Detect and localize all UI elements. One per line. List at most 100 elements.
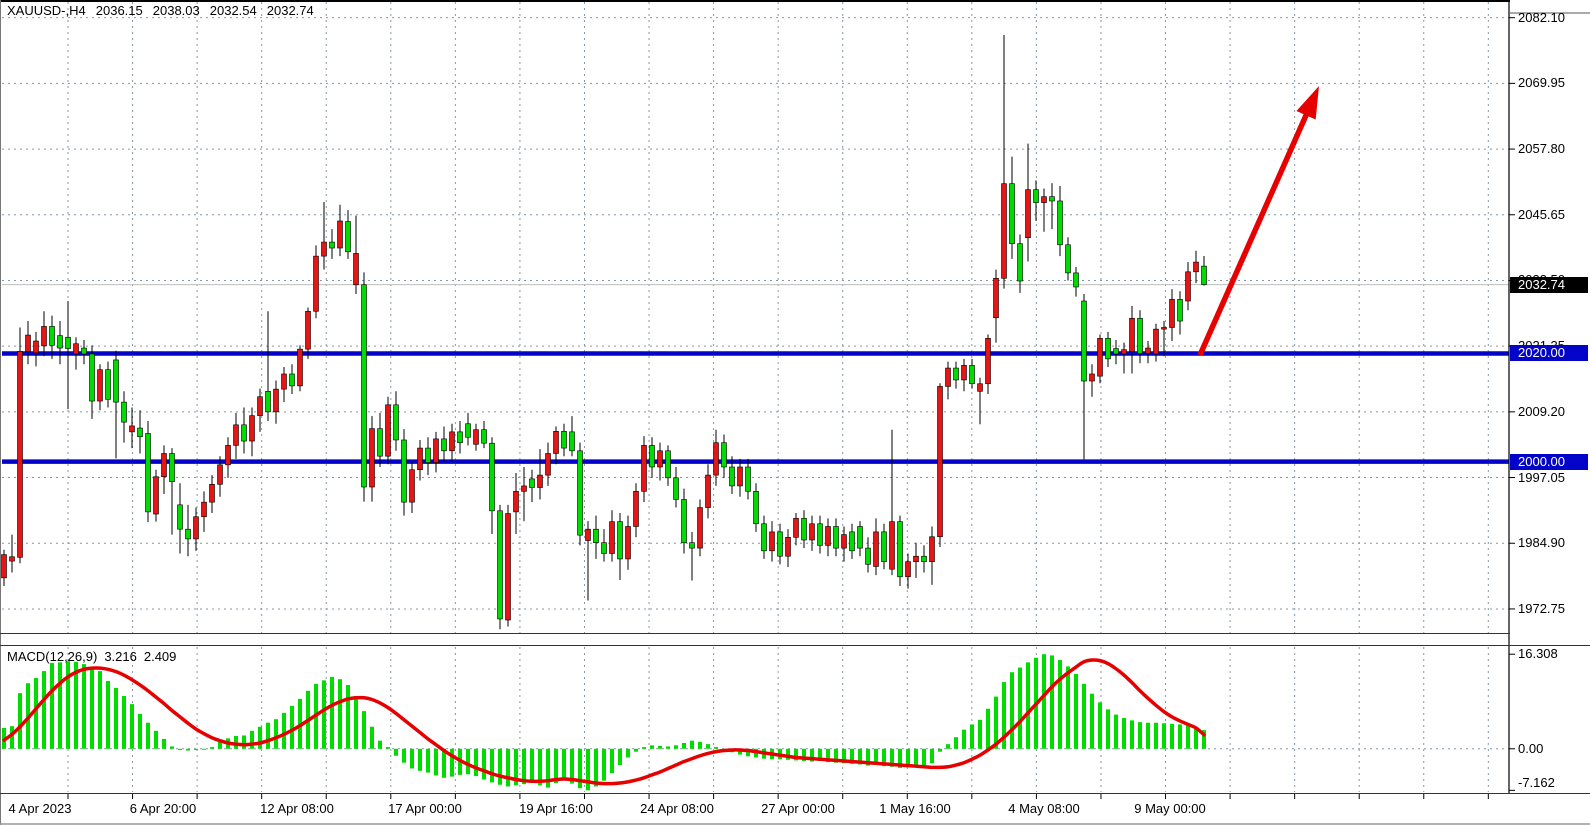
macd-bar	[994, 696, 998, 749]
macd-histogram	[2, 654, 1206, 791]
macd-bar	[970, 724, 974, 749]
candle-body	[161, 453, 167, 478]
candle-body	[457, 431, 463, 443]
candle-body	[993, 277, 999, 319]
macd-bar	[186, 748, 190, 751]
candle-body	[1009, 183, 1015, 244]
macd-bar	[194, 748, 198, 750]
candle-body	[833, 526, 839, 549]
time-axis-label: 9 May 00:00	[1134, 801, 1206, 816]
macd-bar	[866, 748, 870, 766]
macd-bar	[666, 746, 670, 749]
price-tick-label: 2082.10	[1518, 9, 1565, 25]
time-axis-label: 17 Apr 00:00	[388, 801, 462, 816]
macd-bar	[610, 748, 614, 774]
candle-body	[257, 396, 263, 416]
candle-body	[1081, 300, 1087, 382]
price-level-badge: 2000.00	[1510, 453, 1588, 470]
candle-body	[1129, 318, 1135, 352]
ohlc-high: 2038.03	[152, 3, 200, 18]
macd-bar	[42, 671, 46, 749]
candle-body	[1153, 328, 1159, 355]
candle-body	[697, 507, 703, 549]
macd-bar	[1082, 683, 1086, 749]
candle-body	[657, 450, 663, 468]
time-axis-label: 24 Apr 08:00	[640, 801, 714, 816]
ohlc-close: 2032.74	[266, 3, 314, 18]
candle-body	[633, 491, 639, 527]
macd-bar	[554, 748, 558, 784]
macd-bar	[938, 748, 942, 752]
candle-body	[425, 447, 431, 463]
candle-body	[689, 542, 695, 549]
macd-bar	[370, 726, 374, 749]
candle-body	[937, 386, 943, 538]
candle-body	[233, 424, 239, 446]
candle-body	[97, 369, 103, 402]
macd-bar	[138, 713, 142, 749]
candle-body	[193, 516, 199, 540]
macd-bar	[586, 748, 590, 791]
candle-body	[673, 477, 679, 500]
price-tick-label: 2009.20	[1518, 403, 1565, 419]
macd-bar	[826, 748, 830, 763]
candle-body	[505, 513, 511, 621]
macd-bar	[338, 679, 342, 749]
macd-bar	[962, 729, 966, 749]
candle-body	[1041, 196, 1047, 203]
candle-body	[401, 439, 407, 503]
trend-arrow-head[interactable]	[1296, 86, 1319, 120]
candle-body	[1017, 243, 1023, 282]
candle-body	[865, 547, 871, 565]
candle-body	[977, 383, 983, 392]
time-axis-label: 12 Apr 08:00	[260, 801, 334, 816]
candle-body	[1025, 189, 1031, 239]
price-tick-label: 1997.05	[1518, 469, 1565, 485]
candle-body	[529, 478, 535, 488]
macd-bar	[210, 747, 214, 749]
time-axis-label: 27 Apr 00:00	[761, 801, 835, 816]
macd-bar	[1042, 654, 1046, 749]
macd-bar	[394, 748, 398, 756]
macd-bar	[1018, 667, 1022, 749]
macd-bar	[1202, 730, 1206, 749]
macd-bar	[650, 745, 654, 749]
macd-bar	[906, 748, 910, 768]
macd-bar	[490, 748, 494, 783]
candle-body	[641, 445, 647, 492]
candle-body	[849, 531, 855, 552]
macd-bar	[874, 748, 878, 766]
candle-body	[25, 334, 31, 352]
macd-bar	[74, 661, 78, 749]
candle-body	[473, 429, 479, 445]
candle-body	[361, 284, 367, 488]
macd-signal-value: 2.409	[143, 649, 177, 664]
macd-bar	[1194, 727, 1198, 749]
macd-bar	[1074, 673, 1078, 749]
macd-bar	[594, 748, 598, 787]
candle-body	[81, 347, 87, 355]
time-axis-label: 4 May 08:00	[1008, 801, 1080, 816]
candle-body	[369, 428, 375, 488]
candle-body	[545, 453, 551, 476]
candle-body	[881, 531, 887, 562]
macd-bar	[354, 696, 358, 749]
candle-body	[321, 241, 327, 257]
trend-arrow-shaft[interactable]	[1197, 108, 1311, 357]
candle-body	[737, 466, 743, 487]
macd-bar	[1162, 723, 1166, 749]
macd-bar	[578, 748, 582, 789]
macd-bar	[546, 748, 550, 788]
macd-bar	[178, 748, 182, 750]
candle-body	[753, 491, 759, 525]
candle-body	[129, 425, 135, 433]
macd-bar	[570, 748, 574, 784]
candle-body	[793, 518, 799, 538]
macd-bar	[426, 748, 430, 773]
candle-body	[89, 353, 95, 402]
current-price-badge: 2032.74	[1510, 276, 1588, 293]
candle-body	[385, 404, 391, 457]
candle-body	[1097, 338, 1103, 377]
